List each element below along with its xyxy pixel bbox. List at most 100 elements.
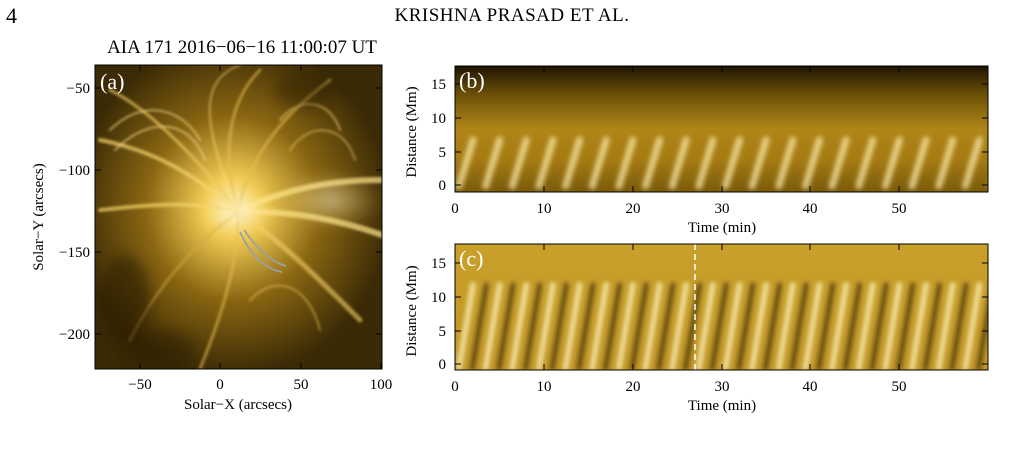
ridge-dark — [816, 282, 836, 370]
panel-c-xtick: 10 — [537, 379, 552, 395]
ridge-dark — [656, 282, 676, 370]
panel-b-ytick: 0 — [439, 178, 447, 194]
panel-a-ytick: −150 — [59, 245, 90, 261]
ridge-bright — [855, 136, 877, 190]
panel-a-xtick: 100 — [370, 377, 393, 393]
ridge-dark — [549, 282, 569, 370]
ridge-dark — [603, 282, 623, 370]
panel-c-ytick: 0 — [439, 357, 447, 373]
ridge-bright — [456, 282, 476, 370]
panel-a-title: AIA 171 2016−06−16 11:00:07 UT — [107, 37, 377, 58]
ridge-bright — [695, 136, 717, 190]
ridge-bright — [992, 285, 1006, 368]
ridge-bright — [722, 136, 743, 190]
panel-b-ticks — [454, 66, 988, 192]
panel-c-ytick: 10 — [431, 290, 446, 306]
panel-a-xtick: 0 — [216, 377, 224, 393]
ridge-dark — [709, 282, 729, 370]
panel-a-xtick: −50 — [128, 377, 151, 393]
panel-a-ticks — [95, 65, 382, 369]
ridge-dark — [842, 282, 862, 370]
panel-c-xtick: 30 — [715, 379, 730, 395]
ridge-bright — [829, 282, 850, 370]
ridge-dark — [976, 297, 988, 370]
panel-b-ytick: 15 — [431, 77, 446, 93]
panel-b-ytick: 10 — [431, 111, 446, 127]
ridge-dark — [496, 282, 516, 370]
ridge-dark — [576, 282, 596, 370]
ridge-dark — [869, 282, 889, 370]
ridge-dark — [683, 282, 703, 370]
panel-c-image — [455, 244, 1019, 370]
ridge-bright — [535, 282, 556, 370]
panel-c-ticks — [454, 244, 988, 370]
panel-a-label: (a) — [100, 69, 124, 94]
panel-c-xtick: 0 — [451, 379, 459, 395]
ridge-bright — [642, 282, 663, 370]
ridge-bright — [482, 136, 504, 190]
ridge-bright — [992, 140, 1006, 186]
ridge-bright — [588, 136, 610, 190]
ridge-bright — [775, 136, 797, 190]
panel-c-ylabel: Distance (Mm) — [404, 265, 420, 356]
ridge-bright — [615, 282, 636, 370]
panel-a-ytick: −50 — [67, 81, 90, 97]
ridge-bright — [562, 136, 584, 190]
panel-a-image — [95, 65, 382, 369]
panel-a-ytick: −100 — [59, 163, 90, 179]
ridge-bright — [855, 282, 876, 370]
panel-b-ylabel: Distance (Mm) — [404, 86, 420, 177]
panel-b-ridges — [455, 136, 1006, 190]
ridge-bright — [748, 136, 770, 190]
panel-c-ridges — [456, 282, 1019, 370]
panel-b-xlabel: Time (min) — [688, 220, 756, 236]
panel-b-label: (b) — [459, 68, 485, 93]
panel-b: (b) 0 10 20 30 40 50 0 5 10 15 Time (min… — [404, 65, 1006, 236]
page-number: 4 — [6, 3, 17, 28]
panel-c-ytick: 15 — [431, 256, 446, 272]
ridge-bright — [802, 282, 823, 370]
ridge-bright — [909, 282, 930, 370]
ridge-bright — [535, 136, 557, 190]
panel-b-xtick: 10 — [537, 201, 552, 217]
ridge-dark — [922, 282, 942, 370]
panel-a-frame — [94, 64, 383, 370]
panel-c-label: (c) — [459, 246, 483, 271]
ridge-bright — [882, 282, 903, 370]
ridge-bright — [695, 282, 716, 370]
panel-c-xtick: 50 — [892, 379, 907, 395]
panel-a: (a) −50 0 50 100 −50 −100 −150 −200 Sola… — [31, 64, 393, 413]
ridge-bright — [482, 282, 503, 370]
ridge-dark — [789, 282, 809, 370]
ridge-dark — [1005, 285, 1019, 368]
panel-b-xtick: 50 — [892, 201, 907, 217]
panel-c-xtick: 40 — [803, 379, 818, 395]
panel-c-ytick: 5 — [439, 324, 447, 340]
ridge-bright — [881, 136, 903, 190]
ridge-bright — [508, 136, 530, 190]
panel-a-xtick: 50 — [294, 377, 309, 393]
panel-a-ytick: −200 — [59, 327, 90, 343]
ridge-bright — [562, 282, 583, 370]
ridge-bright — [455, 136, 477, 190]
panel-b-image — [455, 66, 1006, 192]
ridge-dark — [523, 282, 543, 370]
ridge-dark — [736, 282, 756, 370]
ridge-dark — [629, 282, 649, 370]
ridge-bright — [589, 282, 610, 370]
panel-c-xtick: 20 — [626, 379, 641, 395]
ridge-bright — [509, 282, 530, 370]
loop-trace-outer — [239, 231, 283, 273]
ridge-bright — [642, 136, 664, 190]
ridge-bright — [828, 136, 850, 190]
ridge-dark — [469, 282, 489, 370]
ridge-bright — [615, 136, 637, 190]
panel-b-xtick: 20 — [626, 201, 641, 217]
panel-b-xtick: 0 — [451, 201, 459, 217]
ridge-bright — [908, 136, 930, 190]
ridge-bright — [962, 282, 983, 370]
panel-b-xtick: 30 — [715, 201, 730, 217]
ridge-bright — [722, 282, 743, 370]
panel-a-ylabel: Solar−Y (arcsecs) — [31, 163, 47, 270]
